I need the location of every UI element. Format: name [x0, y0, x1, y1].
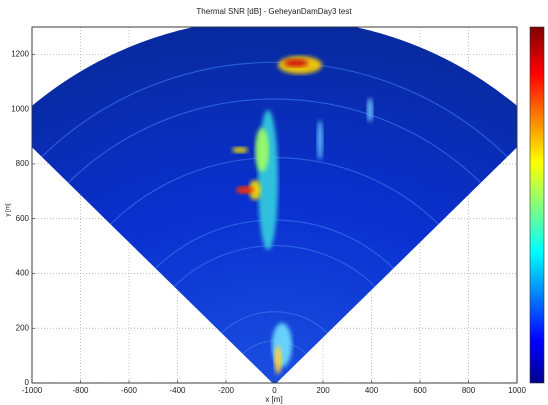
range-ring	[221, 311, 328, 334]
y-tick-label: 800	[16, 159, 30, 168]
echo	[317, 120, 323, 160]
echo	[236, 186, 254, 194]
chart-title: Thermal SNR [dB] - GeheyanDamDay3 test	[196, 7, 352, 16]
y-tick-label: 200	[16, 323, 30, 332]
x-axis-label: x [m]	[265, 395, 282, 404]
echo	[284, 59, 308, 67]
y-tick-label: 0	[25, 378, 30, 387]
y-tick-label: 1000	[11, 104, 29, 113]
x-tick-label: 600	[413, 386, 427, 395]
y-tick-label: 1200	[11, 49, 29, 58]
echo	[232, 147, 248, 153]
x-tick-label: -600	[121, 386, 138, 395]
echo	[367, 98, 373, 122]
range-ring	[67, 98, 482, 184]
range-ring	[173, 245, 376, 287]
echo	[255, 128, 269, 172]
y-axis-label: y [m]	[6, 203, 12, 216]
x-tick-label: 0	[272, 386, 277, 395]
x-tick-label: 800	[462, 386, 476, 395]
range-ring	[41, 61, 508, 158]
echo	[274, 346, 282, 374]
heatmap	[32, 27, 517, 383]
x-tick-label: -1000	[22, 386, 43, 395]
echo	[249, 180, 261, 200]
x-tick-label: 400	[365, 386, 379, 395]
x-tick-label: 200	[316, 386, 330, 395]
x-tick-label: -200	[218, 386, 235, 395]
x-tick-label: -400	[169, 386, 186, 395]
colorbar	[529, 26, 545, 384]
x-tick-label: 1000	[508, 386, 526, 395]
y-tick-label: 400	[16, 269, 30, 278]
x-tick-label: -800	[72, 386, 89, 395]
y-tick-label: 600	[16, 214, 30, 223]
